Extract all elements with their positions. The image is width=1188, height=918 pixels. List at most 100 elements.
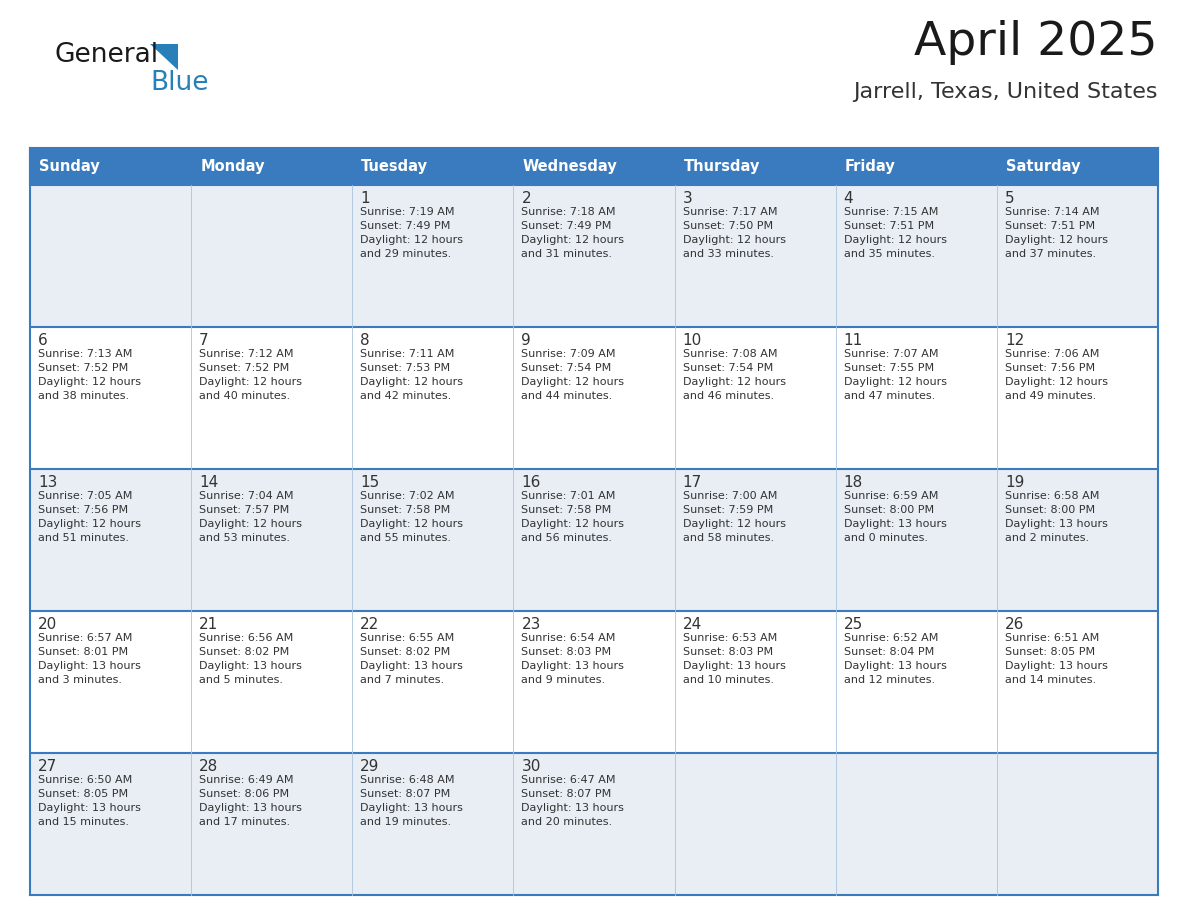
Text: Daylight: 13 hours: Daylight: 13 hours — [1005, 661, 1107, 671]
Text: Sunrise: 7:17 AM: Sunrise: 7:17 AM — [683, 207, 777, 217]
Text: Daylight: 12 hours: Daylight: 12 hours — [522, 519, 625, 529]
Text: 17: 17 — [683, 475, 702, 490]
Text: Sunrise: 7:00 AM: Sunrise: 7:00 AM — [683, 491, 777, 501]
Text: and 12 minutes.: and 12 minutes. — [843, 675, 935, 685]
Text: and 58 minutes.: and 58 minutes. — [683, 533, 773, 543]
Text: Jarrell, Texas, United States: Jarrell, Texas, United States — [853, 82, 1158, 102]
Text: Sunset: 8:06 PM: Sunset: 8:06 PM — [200, 789, 289, 799]
Text: Sunset: 7:52 PM: Sunset: 7:52 PM — [200, 363, 290, 373]
Text: Daylight: 13 hours: Daylight: 13 hours — [200, 661, 302, 671]
Text: Sunset: 7:56 PM: Sunset: 7:56 PM — [38, 505, 128, 515]
Text: Sunset: 7:51 PM: Sunset: 7:51 PM — [843, 221, 934, 231]
Text: Daylight: 12 hours: Daylight: 12 hours — [843, 235, 947, 245]
Bar — [997, 469, 1158, 611]
Text: Daylight: 13 hours: Daylight: 13 hours — [200, 803, 302, 813]
Text: and 29 minutes.: and 29 minutes. — [360, 249, 451, 259]
Text: Sunset: 7:54 PM: Sunset: 7:54 PM — [522, 363, 612, 373]
Text: 5: 5 — [1005, 191, 1015, 206]
Bar — [353, 148, 513, 185]
Text: Sunrise: 7:02 AM: Sunrise: 7:02 AM — [360, 491, 455, 501]
Text: and 46 minutes.: and 46 minutes. — [683, 391, 773, 401]
Text: Wednesday: Wednesday — [523, 159, 618, 174]
Text: and 33 minutes.: and 33 minutes. — [683, 249, 773, 259]
Text: Sunday: Sunday — [39, 159, 100, 174]
Text: Daylight: 13 hours: Daylight: 13 hours — [843, 661, 947, 671]
Text: 11: 11 — [843, 333, 862, 348]
Text: Sunrise: 7:12 AM: Sunrise: 7:12 AM — [200, 349, 293, 359]
Text: 10: 10 — [683, 333, 702, 348]
Text: 6: 6 — [38, 333, 48, 348]
Text: and 15 minutes.: and 15 minutes. — [38, 817, 129, 827]
Bar — [191, 753, 353, 895]
Text: and 47 minutes.: and 47 minutes. — [843, 391, 935, 401]
Text: Sunset: 7:56 PM: Sunset: 7:56 PM — [1005, 363, 1095, 373]
Text: 26: 26 — [1005, 617, 1024, 632]
Bar — [997, 327, 1158, 469]
Text: Sunset: 7:57 PM: Sunset: 7:57 PM — [200, 505, 290, 515]
Bar — [835, 469, 997, 611]
Text: 22: 22 — [360, 617, 379, 632]
Text: and 49 minutes.: and 49 minutes. — [1005, 391, 1097, 401]
Text: Tuesday: Tuesday — [361, 159, 429, 174]
Text: 23: 23 — [522, 617, 541, 632]
Text: Sunset: 8:03 PM: Sunset: 8:03 PM — [522, 647, 612, 657]
Text: and 9 minutes.: and 9 minutes. — [522, 675, 606, 685]
Bar — [997, 611, 1158, 753]
Text: Sunset: 8:02 PM: Sunset: 8:02 PM — [200, 647, 290, 657]
Text: Sunrise: 7:05 AM: Sunrise: 7:05 AM — [38, 491, 132, 501]
Text: Sunrise: 6:48 AM: Sunrise: 6:48 AM — [360, 775, 455, 785]
Bar — [353, 185, 513, 327]
Text: Sunset: 7:49 PM: Sunset: 7:49 PM — [522, 221, 612, 231]
Text: and 3 minutes.: and 3 minutes. — [38, 675, 122, 685]
Text: Sunset: 8:01 PM: Sunset: 8:01 PM — [38, 647, 128, 657]
Text: Sunset: 7:53 PM: Sunset: 7:53 PM — [360, 363, 450, 373]
Bar — [997, 148, 1158, 185]
Text: Daylight: 12 hours: Daylight: 12 hours — [1005, 235, 1108, 245]
Text: 9: 9 — [522, 333, 531, 348]
Bar — [997, 753, 1158, 895]
Text: and 37 minutes.: and 37 minutes. — [1005, 249, 1097, 259]
Text: April 2025: April 2025 — [915, 20, 1158, 65]
Bar — [353, 611, 513, 753]
Text: Sunset: 8:07 PM: Sunset: 8:07 PM — [522, 789, 612, 799]
Bar — [675, 327, 835, 469]
Text: Sunrise: 7:18 AM: Sunrise: 7:18 AM — [522, 207, 615, 217]
Bar — [353, 327, 513, 469]
Text: Daylight: 13 hours: Daylight: 13 hours — [843, 519, 947, 529]
Text: and 42 minutes.: and 42 minutes. — [360, 391, 451, 401]
Bar — [513, 753, 675, 895]
Text: Sunset: 7:52 PM: Sunset: 7:52 PM — [38, 363, 128, 373]
Text: Daylight: 12 hours: Daylight: 12 hours — [843, 377, 947, 387]
Text: Daylight: 13 hours: Daylight: 13 hours — [360, 661, 463, 671]
Text: Blue: Blue — [150, 70, 209, 96]
Text: 24: 24 — [683, 617, 702, 632]
Text: 4: 4 — [843, 191, 853, 206]
Bar — [30, 148, 191, 185]
Bar — [513, 185, 675, 327]
Text: 2: 2 — [522, 191, 531, 206]
Text: Sunrise: 6:53 AM: Sunrise: 6:53 AM — [683, 633, 777, 643]
Text: Sunset: 8:02 PM: Sunset: 8:02 PM — [360, 647, 450, 657]
Bar — [30, 753, 191, 895]
Text: Daylight: 13 hours: Daylight: 13 hours — [522, 661, 625, 671]
Text: Sunrise: 6:47 AM: Sunrise: 6:47 AM — [522, 775, 615, 785]
Bar — [353, 753, 513, 895]
Text: Sunset: 7:54 PM: Sunset: 7:54 PM — [683, 363, 773, 373]
Text: Daylight: 12 hours: Daylight: 12 hours — [360, 235, 463, 245]
Text: and 40 minutes.: and 40 minutes. — [200, 391, 290, 401]
Text: 8: 8 — [360, 333, 369, 348]
Text: Daylight: 13 hours: Daylight: 13 hours — [38, 661, 141, 671]
Bar — [30, 148, 1158, 185]
Text: Sunrise: 6:52 AM: Sunrise: 6:52 AM — [843, 633, 939, 643]
Text: 29: 29 — [360, 759, 380, 774]
Text: 18: 18 — [843, 475, 862, 490]
Text: Sunrise: 7:14 AM: Sunrise: 7:14 AM — [1005, 207, 1099, 217]
Bar — [30, 469, 191, 611]
Text: Monday: Monday — [200, 159, 265, 174]
Text: and 19 minutes.: and 19 minutes. — [360, 817, 451, 827]
Text: Sunrise: 7:08 AM: Sunrise: 7:08 AM — [683, 349, 777, 359]
Text: Sunset: 7:58 PM: Sunset: 7:58 PM — [522, 505, 612, 515]
Text: Sunrise: 6:58 AM: Sunrise: 6:58 AM — [1005, 491, 1099, 501]
Bar — [997, 185, 1158, 327]
Text: and 10 minutes.: and 10 minutes. — [683, 675, 773, 685]
